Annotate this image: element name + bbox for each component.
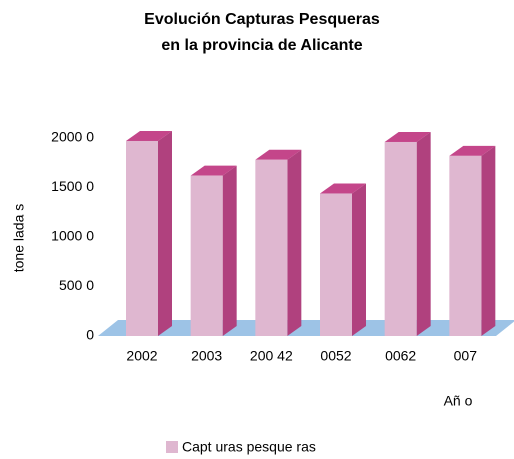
y-tick-label: 0 <box>86 327 94 343</box>
legend-label: Capt uras pesque ras <box>182 439 316 455</box>
bar <box>449 155 482 336</box>
bar <box>384 141 417 336</box>
x-tick-label: 007 <box>454 348 478 364</box>
bar <box>255 159 288 336</box>
bar-side <box>352 183 366 336</box>
y-tick-label: 500 0 <box>59 277 94 293</box>
bar-side <box>416 131 431 336</box>
bar-top <box>190 165 237 176</box>
bar-side <box>481 145 496 336</box>
chart-title: Evolución Capturas Pesqueras <box>144 11 380 28</box>
y-tick-label: 2000 0 <box>51 129 94 145</box>
bar-top <box>384 131 431 142</box>
bar-top <box>255 149 302 160</box>
legend-swatch <box>166 441 178 453</box>
bar <box>190 175 223 336</box>
bar-top <box>449 145 496 156</box>
bar <box>320 193 352 336</box>
x-tick-label: 2002 <box>126 348 157 364</box>
y-axis-label: tone lada s <box>11 204 27 273</box>
x-tick-label: 0052 <box>320 348 351 364</box>
y-tick-label: 1000 0 <box>51 228 94 244</box>
x-axis-label: Añ o <box>444 393 473 409</box>
bar-side <box>222 165 237 336</box>
bar <box>126 140 158 336</box>
bar-top <box>126 130 172 141</box>
bar-side <box>158 130 172 336</box>
x-tick-label: 200 42 <box>250 348 293 364</box>
chart-subtitle: en la provincia de Alicante <box>161 37 362 54</box>
x-tick-label: 2003 <box>191 348 222 364</box>
bar-top <box>320 183 366 194</box>
y-tick-label: 1500 0 <box>51 178 94 194</box>
x-tick-label: 0062 <box>385 348 416 364</box>
bar-side <box>287 149 302 336</box>
